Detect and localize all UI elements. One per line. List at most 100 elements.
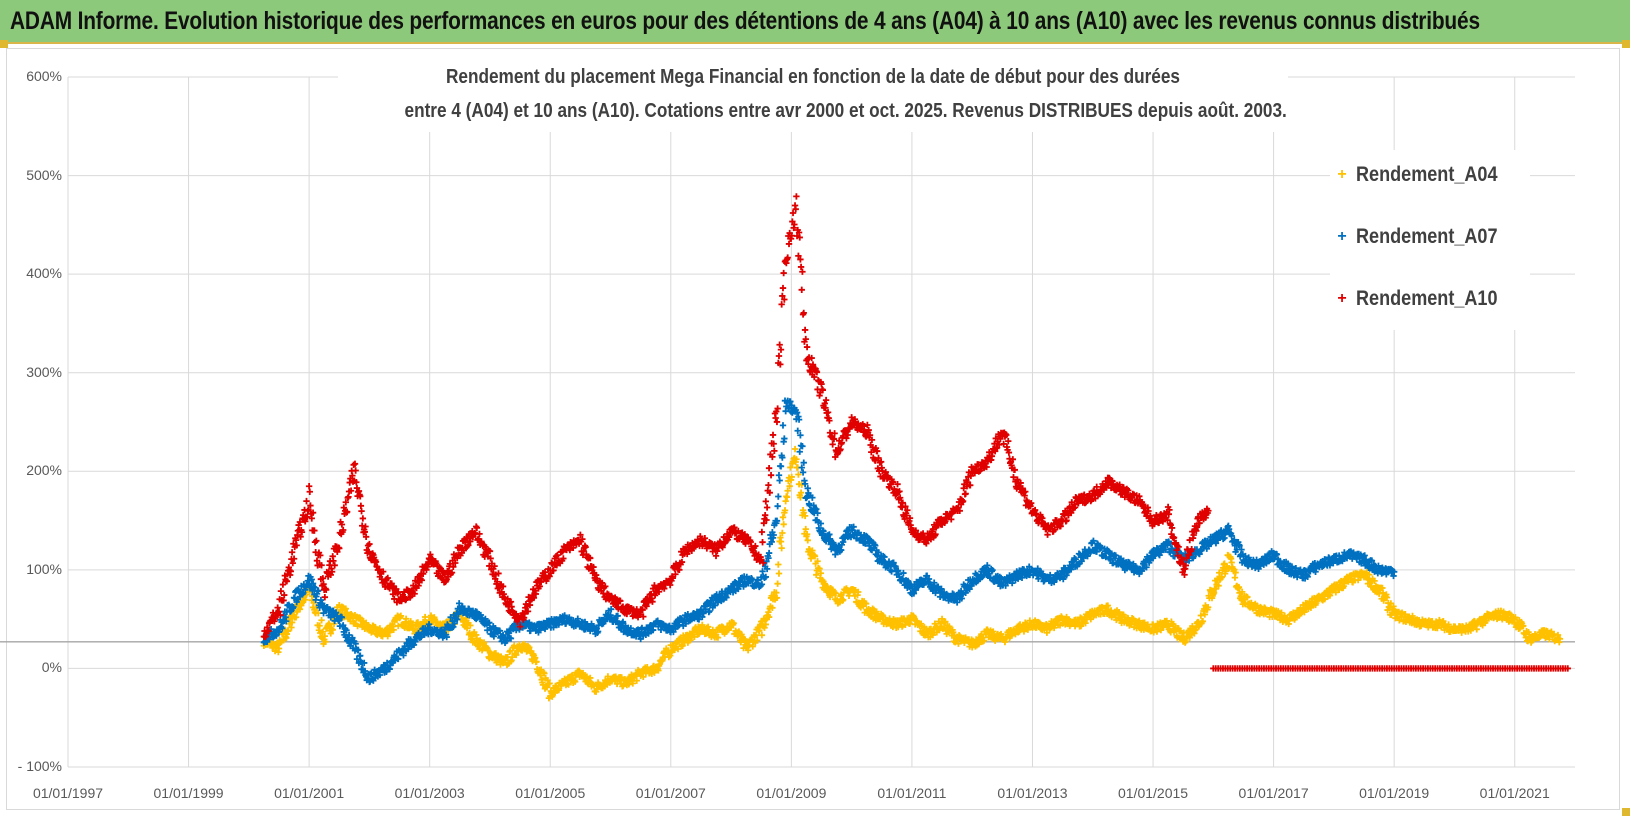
- data-point-rendement-a04: [714, 634, 722, 641]
- data-point-rendement-a04: [284, 627, 292, 635]
- data-point-rendement-a10: [712, 552, 720, 560]
- data-point-rendement-a04: [949, 629, 957, 636]
- data-point-rendement-a07: [735, 585, 742, 593]
- data-point-rendement-a10: [313, 537, 320, 545]
- chart-frame: [6, 48, 1620, 810]
- data-point-rendement-a07: [355, 646, 362, 654]
- data-point-rendement-a07: [561, 612, 568, 619]
- data-point-rendement-a10: [775, 352, 783, 360]
- data-point-rendement-a04: [788, 473, 795, 481]
- data-point-rendement-a04: [811, 553, 819, 560]
- data-point-rendement-a04: [778, 544, 785, 552]
- data-point-rendement-a04: [629, 680, 636, 687]
- data-point-rendement-a07: [360, 659, 368, 667]
- data-point-rendement-a04: [583, 673, 591, 680]
- data-point-rendement-a10: [771, 447, 778, 455]
- data-point-rendement-a04: [390, 626, 397, 634]
- data-point-rendement-a10: [798, 286, 805, 294]
- data-point-rendement-a10: [358, 507, 365, 515]
- data-point-rendement-a10: [773, 418, 781, 426]
- data-point-rendement-a10: [769, 431, 777, 439]
- data-point-rendement-a04: [791, 445, 799, 453]
- data-point-rendement-a07: [777, 463, 785, 470]
- data-point-rendement-a07: [723, 594, 730, 601]
- data-point-rendement-a07: [290, 603, 297, 611]
- data-point-rendement-a04: [1409, 612, 1416, 620]
- data-point-rendement-a04: [571, 678, 579, 685]
- data-point-rendement-a04: [839, 596, 847, 604]
- data-point-rendement-a04: [730, 620, 737, 627]
- data-point-rendement-a07: [770, 531, 777, 539]
- data-point-rendement-a04: [801, 512, 809, 520]
- data-point-rendement-a10: [476, 530, 483, 538]
- corner-marker-bottom-right: [1622, 808, 1630, 816]
- data-point-rendement-a07: [758, 581, 766, 588]
- data-point-rendement-a04: [797, 489, 805, 496]
- data-point-rendement-a07: [339, 622, 347, 629]
- data-point-rendement-a07: [315, 587, 322, 594]
- data-point-rendement-a10: [330, 557, 337, 565]
- data-point-rendement-a10: [758, 528, 766, 536]
- data-point-rendement-a04: [674, 645, 682, 653]
- data-point-rendement-a07: [311, 584, 319, 591]
- data-point-rendement-a10: [780, 269, 787, 277]
- data-point-rendement-a04: [758, 631, 766, 639]
- data-point-rendement-a04: [329, 626, 336, 633]
- data-point-rendement-a04: [1235, 583, 1243, 591]
- data-point-rendement-a04: [879, 612, 887, 620]
- data-point-rendement-a07: [768, 538, 775, 546]
- data-point-rendement-a04: [555, 686, 562, 694]
- corner-marker-top-left: [0, 40, 8, 48]
- data-point-rendement-a10: [962, 490, 969, 497]
- data-point-rendement-a07: [801, 480, 809, 488]
- data-point-rendement-a04: [832, 590, 840, 597]
- data-point-rendement-a10: [350, 461, 357, 469]
- data-point-rendement-a10: [352, 467, 359, 474]
- data-point-rendement-a04: [989, 628, 997, 635]
- data-point-rendement-a10: [763, 504, 771, 511]
- data-point-rendement-a04: [543, 683, 551, 691]
- data-point-rendement-a04: [275, 645, 283, 652]
- data-point-rendement-a07: [291, 594, 298, 602]
- data-point-rendement-a07: [473, 608, 481, 616]
- data-point-rendement-a04: [1473, 626, 1480, 633]
- data-point-rendement-a04: [783, 493, 791, 501]
- data-point-rendement-a10: [793, 193, 800, 200]
- data-point-rendement-a04: [319, 628, 327, 636]
- data-point-rendement-a04: [1520, 622, 1527, 629]
- data-point-rendement-a04: [1170, 621, 1177, 628]
- data-point-rendement-a04: [779, 529, 786, 537]
- data-point-rendement-a04: [938, 615, 946, 623]
- data-point-rendement-a04: [541, 670, 548, 677]
- data-point-rendement-a04: [604, 673, 612, 680]
- data-point-rendement-a04: [321, 632, 329, 640]
- data-point-rendement-a04: [752, 631, 760, 639]
- data-point-rendement-a04: [537, 672, 544, 679]
- data-point-rendement-a04: [862, 600, 870, 607]
- data-point-rendement-a04: [1321, 595, 1328, 603]
- data-point-rendement-a07: [820, 527, 827, 535]
- data-point-rendement-a07: [799, 469, 807, 476]
- data-point-rendement-a04: [1232, 569, 1239, 576]
- data-point-rendement-a04: [779, 514, 787, 521]
- title-banner: ADAM Informe. Evolution historique des p…: [0, 0, 1630, 44]
- data-point-rendement-a07: [775, 493, 782, 500]
- data-point-rendement-a04: [421, 613, 429, 621]
- data-point-rendement-a04: [804, 537, 811, 544]
- data-point-rendement-a07: [700, 610, 707, 617]
- data-point-rendement-a04: [1332, 589, 1340, 596]
- data-point-rendement-a04: [301, 596, 309, 603]
- data-point-rendement-a04: [1136, 617, 1143, 624]
- data-point-rendement-a04: [1467, 627, 1475, 634]
- data-point-rendement-a10: [277, 587, 285, 595]
- data-point-rendement-a04: [761, 624, 768, 631]
- data-point-rendement-a07: [614, 612, 621, 620]
- data-point-rendement-a07: [695, 616, 703, 623]
- data-point-rendement-a07: [787, 398, 794, 405]
- corner-marker-top-right: [1622, 40, 1630, 48]
- data-point-rendement-a04: [407, 618, 414, 625]
- data-point-rendement-a04: [467, 622, 474, 629]
- data-point-rendement-a07: [813, 505, 820, 513]
- data-point-rendement-a04: [777, 538, 785, 545]
- data-point-rendement-a07: [776, 477, 783, 484]
